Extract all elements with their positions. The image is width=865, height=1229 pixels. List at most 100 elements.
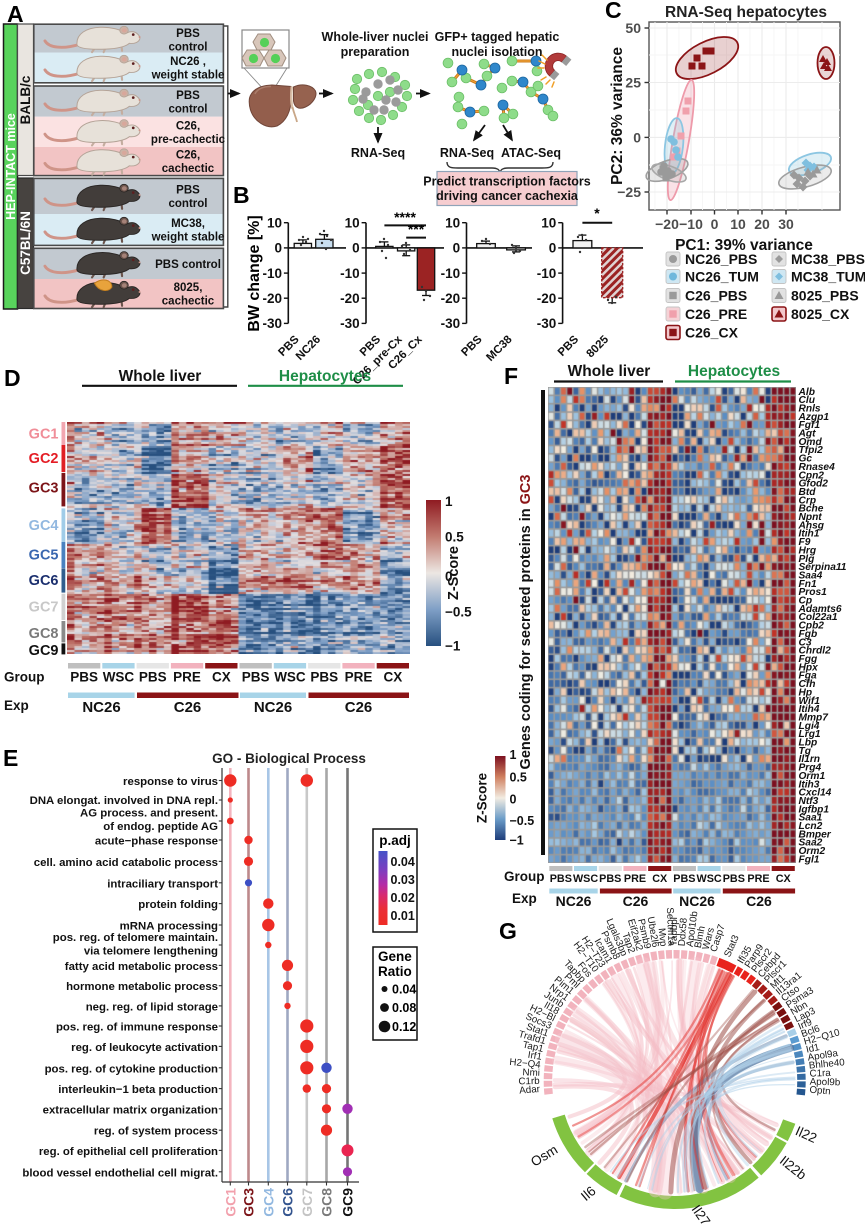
svg-text:GC8: GC8 bbox=[319, 1188, 335, 1217]
svg-text:Lrg1: Lrg1 bbox=[799, 729, 821, 740]
svg-text:−0.5: −0.5 bbox=[510, 814, 535, 828]
svg-text:via telomere lengthening: via telomere lengthening bbox=[84, 946, 218, 958]
svg-text:Genes coding for secreted prot: Genes coding for secreted proteins in GC… bbox=[518, 475, 534, 770]
svg-text:GC5: GC5 bbox=[29, 548, 59, 564]
svg-text:Sectm1a: Sectm1a bbox=[664, 907, 677, 947]
svg-text:PBS: PBS bbox=[723, 873, 745, 885]
svg-text:Fgf1: Fgf1 bbox=[799, 420, 821, 431]
svg-text:PBS: PBS bbox=[550, 873, 572, 885]
svg-text:cachectic: cachectic bbox=[162, 163, 215, 175]
svg-text:-30: -30 bbox=[340, 316, 360, 331]
svg-text:WSC: WSC bbox=[573, 873, 598, 885]
svg-text:Tap1: Tap1 bbox=[521, 1040, 544, 1055]
svg-text:PBS: PBS bbox=[176, 90, 200, 102]
svg-text:Predict transcription factors: Predict transcription factors bbox=[423, 175, 590, 189]
svg-text:−1: −1 bbox=[510, 834, 524, 848]
svg-text:GC8: GC8 bbox=[29, 626, 59, 642]
svg-text:Hepatocytes: Hepatocytes bbox=[688, 363, 780, 380]
svg-text:Cxcl14: Cxcl14 bbox=[799, 788, 832, 799]
svg-text:Cfh: Cfh bbox=[799, 679, 816, 690]
svg-text:C57BL/6N: C57BL/6N bbox=[18, 211, 33, 275]
svg-text:p.adj: p.adj bbox=[379, 833, 411, 848]
svg-text:Adar: Adar bbox=[519, 1084, 541, 1097]
svg-text:25: 25 bbox=[625, 75, 641, 91]
svg-text:***: *** bbox=[408, 221, 425, 237]
svg-text:reg. of system process: reg. of system process bbox=[94, 1126, 218, 1138]
svg-text:1: 1 bbox=[510, 748, 517, 762]
svg-text:Ahsg: Ahsg bbox=[798, 520, 825, 531]
svg-text:0.04: 0.04 bbox=[391, 855, 415, 869]
svg-text:-20: -20 bbox=[441, 291, 461, 306]
svg-text:cachectic: cachectic bbox=[162, 296, 215, 308]
svg-text:Omd: Omd bbox=[799, 437, 823, 448]
svg-text:Z-Score: Z-Score bbox=[475, 772, 490, 823]
svg-text:F9: F9 bbox=[799, 537, 811, 548]
svg-text:CX: CX bbox=[776, 873, 792, 885]
svg-text:HEP-INTACT mice: HEP-INTACT mice bbox=[4, 113, 18, 220]
svg-text:NC26_TUM: NC26_TUM bbox=[685, 269, 759, 285]
svg-text:driving cancer cachexia: driving cancer cachexia bbox=[436, 189, 579, 203]
svg-text:10: 10 bbox=[267, 215, 282, 230]
svg-text:Pros1: Pros1 bbox=[799, 587, 828, 598]
svg-text:Itih1: Itih1 bbox=[799, 529, 820, 540]
svg-text:Serpina11: Serpina11 bbox=[799, 562, 847, 573]
svg-text:PRE: PRE bbox=[173, 670, 201, 685]
svg-text:C26_PBS: C26_PBS bbox=[685, 288, 747, 304]
svg-text:Ube2l6: Ube2l6 bbox=[645, 916, 661, 949]
svg-text:0: 0 bbox=[633, 129, 641, 145]
svg-text:control: control bbox=[169, 42, 208, 54]
svg-text:Ratio: Ratio bbox=[378, 964, 412, 979]
svg-text:Alb: Alb bbox=[798, 387, 815, 398]
svg-text:BALB/c: BALB/c bbox=[18, 75, 33, 124]
svg-text:reg. of leukocyte activation: reg. of leukocyte activation bbox=[71, 1042, 218, 1054]
svg-text:protein folding: protein folding bbox=[138, 899, 218, 911]
svg-text:PBS: PBS bbox=[70, 670, 98, 685]
svg-text:C26_PRE: C26_PRE bbox=[685, 306, 747, 322]
svg-text:C: C bbox=[605, 0, 622, 23]
svg-text:Il22b: Il22b bbox=[777, 1153, 809, 1183]
svg-text:RNA-Seq: RNA-Seq bbox=[440, 146, 494, 160]
svg-text:Hepatocytes: Hepatocytes bbox=[279, 368, 371, 385]
svg-text:-20: -20 bbox=[262, 291, 282, 306]
svg-text:PBS: PBS bbox=[139, 670, 167, 685]
svg-text:GC9: GC9 bbox=[29, 643, 59, 659]
svg-text:Lgi4: Lgi4 bbox=[799, 721, 820, 732]
svg-text:0.08: 0.08 bbox=[392, 1001, 416, 1015]
svg-text:PBS control: PBS control bbox=[155, 259, 221, 271]
svg-text:Azgp1: Azgp1 bbox=[798, 412, 830, 423]
svg-text:10: 10 bbox=[730, 216, 746, 232]
svg-text:Exp: Exp bbox=[4, 698, 29, 713]
svg-text:Bche: Bche bbox=[799, 504, 824, 515]
svg-text:Mvp: Mvp bbox=[656, 927, 669, 947]
svg-text:Fgb: Fgb bbox=[799, 629, 818, 640]
svg-text:Saa1: Saa1 bbox=[799, 813, 823, 824]
svg-text:PBS: PBS bbox=[459, 333, 484, 358]
svg-text:extracellular matrix organizat: extracellular matrix organization bbox=[43, 1104, 218, 1116]
svg-text:PBS: PBS bbox=[673, 873, 695, 885]
svg-text:H2−Q4: H2−Q4 bbox=[509, 1057, 542, 1071]
svg-text:PBS: PBS bbox=[242, 670, 270, 685]
svg-text:BW change [%]: BW change [%] bbox=[246, 215, 263, 331]
svg-text:NC26: NC26 bbox=[82, 699, 120, 716]
svg-text:GC9: GC9 bbox=[340, 1188, 356, 1217]
svg-text:Exp: Exp bbox=[512, 891, 537, 906]
svg-text:weight stable: weight stable bbox=[151, 70, 225, 82]
svg-text:PBS: PBS bbox=[176, 185, 200, 197]
svg-text:Fgl1: Fgl1 bbox=[799, 854, 820, 865]
svg-text:A: A bbox=[7, 1, 24, 27]
svg-text:30: 30 bbox=[778, 216, 794, 232]
svg-text:Cpb2: Cpb2 bbox=[799, 621, 825, 632]
svg-text:mRNA processing: mRNA processing bbox=[120, 921, 218, 933]
svg-text:PBS: PBS bbox=[310, 670, 338, 685]
svg-text:nuclei isolation: nuclei isolation bbox=[452, 45, 543, 59]
svg-text:0.12: 0.12 bbox=[392, 1020, 416, 1034]
svg-text:Whole liver: Whole liver bbox=[568, 363, 651, 380]
svg-text:GC4: GC4 bbox=[260, 1188, 276, 1217]
svg-text:-10: -10 bbox=[262, 266, 282, 281]
svg-text:PC2: 36% variance: PC2: 36% variance bbox=[609, 47, 626, 185]
svg-text:Group: Group bbox=[504, 869, 545, 884]
svg-text:Optn: Optn bbox=[809, 1085, 831, 1098]
svg-text:0.03: 0.03 bbox=[391, 873, 415, 887]
svg-text:reg. of epithelial cell prolif: reg. of epithelial cell proliferation bbox=[39, 1146, 218, 1158]
svg-text:weight stable: weight stable bbox=[151, 232, 225, 244]
